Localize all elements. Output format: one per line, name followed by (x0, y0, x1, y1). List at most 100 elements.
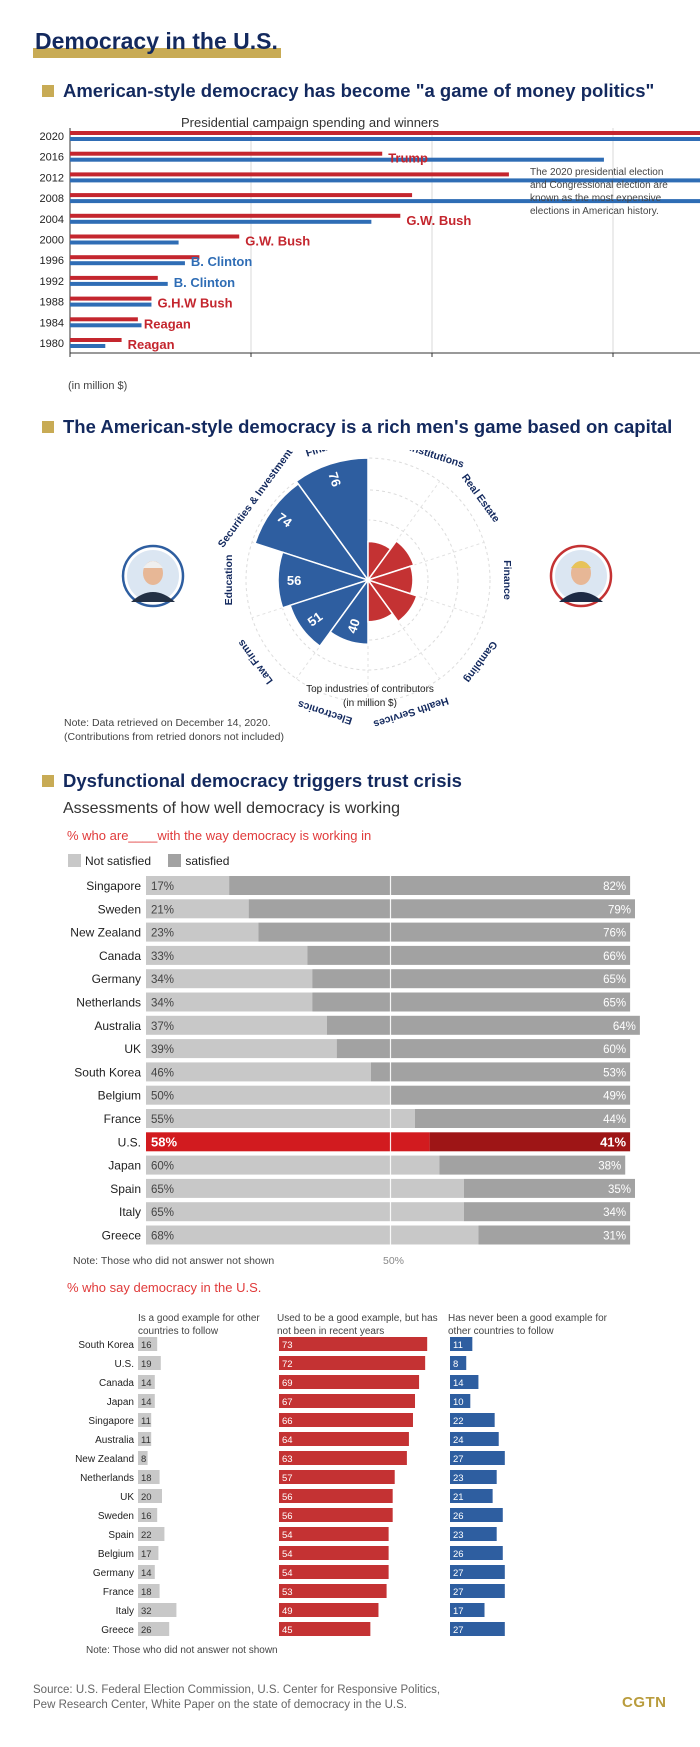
value-satisfied: 66% (603, 951, 626, 963)
bar-republican (70, 172, 509, 177)
bar-good-example-value: 14 (141, 1397, 152, 1408)
country-label: South Korea (78, 1340, 134, 1351)
spending-unit-label: (in million $) (68, 380, 128, 392)
bar-never-good-value: 27 (453, 1454, 464, 1465)
value-satisfied: 60% (603, 1044, 626, 1056)
biden-wedge (295, 457, 369, 583)
satisfaction-chart: Singapore 17% 82% Sweden 21% 79% New Zealand 23… (70, 876, 640, 1249)
trump-sector-label: Gambling (461, 639, 499, 685)
bar-satisfied (312, 969, 631, 989)
bar-good-example-value: 22 (141, 1530, 152, 1541)
country-label: France (104, 1112, 142, 1126)
value-not-satisfied: 58% (151, 1134, 177, 1149)
bar-good-example-value: 16 (141, 1511, 152, 1522)
legend-not-satisfied-swatch (68, 854, 81, 867)
trump-sector-label: Real Estate (459, 472, 502, 525)
bar-used-to-be-value: 69 (282, 1378, 293, 1389)
bar-republican (70, 193, 413, 198)
bar-used-to-be (279, 1451, 407, 1465)
winner-label: B. Clinton (174, 275, 235, 290)
avatar-hair (143, 561, 163, 568)
country-label: Spain (108, 1530, 134, 1541)
trump-wedge (367, 577, 394, 623)
value-not-satisfied: 23% (151, 928, 174, 940)
bar-never-good (450, 1337, 473, 1351)
bar-never-good-value: 11 (453, 1340, 463, 1351)
country-label: Italy (116, 1606, 134, 1617)
bar-not-satisfied (146, 1015, 327, 1035)
bar-satisfied (414, 1109, 631, 1128)
bar-democrat (70, 281, 168, 286)
bar-used-to-be (279, 1375, 420, 1389)
bar-good-example-value: 14 (141, 1378, 152, 1389)
bar-never-good-value: 14 (453, 1378, 464, 1389)
bar-good-example (138, 1489, 162, 1503)
bar-republican (70, 317, 138, 322)
country-label: U.S. (115, 1359, 134, 1370)
bar-never-good (450, 1451, 505, 1465)
country-label: South Korea (74, 1065, 141, 1079)
country-label: UK (124, 1042, 141, 1056)
bar-never-good (450, 1375, 479, 1389)
biden-sector-label: Law Firms (235, 637, 275, 686)
title-underline (33, 48, 281, 58)
bar-used-to-be-value: 54 (282, 1568, 293, 1579)
bar-good-example (138, 1375, 155, 1389)
country-label: Spain (110, 1182, 141, 1196)
bar-never-good (450, 1432, 499, 1446)
bar-not-satisfied (146, 1085, 391, 1105)
country-label: Germany (92, 972, 141, 986)
trump-avatar (549, 544, 613, 608)
bar-used-to-be (279, 1546, 389, 1560)
value-satisfied: 53% (603, 1067, 626, 1079)
value-satisfied: 38% (598, 1161, 621, 1173)
value-satisfied: 34% (603, 1207, 626, 1219)
country-label: Sweden (98, 902, 141, 916)
value-satisfied: 49% (603, 1091, 626, 1103)
bar-good-example (138, 1470, 160, 1484)
bar-satisfied (463, 1202, 631, 1222)
spending-chart: 02004006008001,0001,2002020Biden2016Trum… (40, 128, 700, 357)
value-not-satisfied: 60% (151, 1161, 174, 1173)
country-label: New Zealand (75, 1454, 134, 1465)
year-label: 1992 (40, 276, 64, 288)
bar-never-good (450, 1413, 495, 1427)
radial-note-2: (Contributions from retried donors not i… (64, 731, 285, 743)
example-chart: South Korea 16 73 11 U.S. 19 72 8 Canada 14 69 14 Ja… (75, 1337, 505, 1636)
bar-used-to-be-value: 53 (282, 1587, 293, 1598)
value-not-satisfied: 17% (151, 881, 174, 893)
radial-center-label: Top industries of contributors (in milli… (300, 683, 440, 711)
bar-good-example (138, 1451, 148, 1465)
year-label: 2016 (40, 152, 64, 164)
trump-sector-label: Non-Profit Institutions (356, 450, 465, 471)
bar-never-good-value: 27 (453, 1568, 464, 1579)
bar-good-example-value: 26 (141, 1625, 152, 1636)
source-text: Source: U.S. Federal Election Commission… (33, 1683, 440, 1713)
spending-chart-note: The 2020 presidential election and Congr… (530, 167, 668, 217)
bar-satisfied (307, 945, 631, 965)
bar-never-good (450, 1470, 497, 1484)
bar-never-good (450, 1584, 505, 1598)
bar-good-example-value: 16 (141, 1340, 152, 1351)
bar-never-good-value: 24 (453, 1435, 464, 1446)
bar-not-satisfied (146, 1202, 464, 1222)
biden-wedge (329, 577, 369, 645)
country-label: Australia (95, 1435, 134, 1446)
bar-never-good-value: 21 (453, 1492, 464, 1503)
biden-wedge-value: 56 (287, 573, 301, 588)
value-satisfied: 82% (603, 881, 626, 893)
bullet-square-icon (42, 421, 54, 433)
radial-center-label-2: (in million $) (343, 698, 397, 709)
value-satisfied: 35% (608, 1184, 631, 1196)
bullet-square-icon (42, 775, 54, 787)
year-label: 2004 (40, 214, 64, 226)
bar-good-example (138, 1356, 161, 1370)
radial-note-1: Note: Data retrieved on December 14, 202… (64, 717, 271, 729)
legend-satisfied: satisfied (185, 854, 230, 868)
bar-used-to-be (279, 1527, 389, 1541)
bar-good-example-value: 19 (141, 1359, 152, 1370)
winner-label: Trump (388, 151, 428, 166)
country-label: Japan (108, 1159, 141, 1173)
bar-not-satisfied (146, 1225, 479, 1245)
